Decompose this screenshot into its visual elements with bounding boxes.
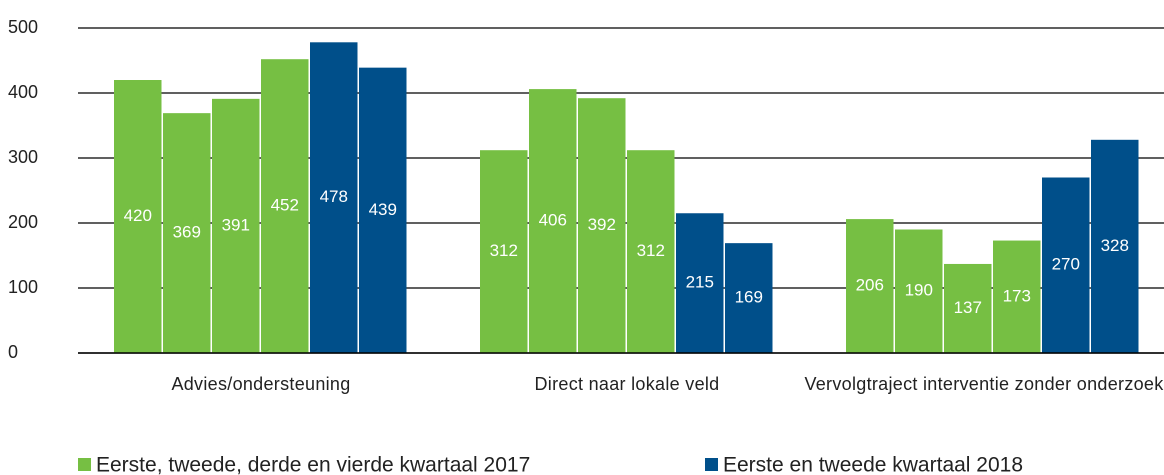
value-label: 391 xyxy=(222,215,250,234)
value-label: 137 xyxy=(954,298,982,317)
y-tick-label: 500 xyxy=(8,17,38,37)
value-label: 328 xyxy=(1101,236,1129,255)
bar xyxy=(676,213,724,353)
value-label: 312 xyxy=(637,241,665,260)
legend-label: Eerste en tweede kwartaal 2018 xyxy=(723,454,1023,475)
bar xyxy=(261,59,309,353)
value-label: 215 xyxy=(686,273,714,292)
legend-swatch xyxy=(705,458,718,471)
y-tick-label: 200 xyxy=(8,212,38,232)
bar xyxy=(578,98,626,353)
bar xyxy=(480,150,528,353)
value-label: 173 xyxy=(1003,286,1031,305)
bar xyxy=(895,229,943,353)
value-label: 452 xyxy=(271,196,299,215)
bar xyxy=(529,89,577,353)
y-tick-label: 0 xyxy=(8,342,18,362)
value-label: 478 xyxy=(320,187,348,206)
value-label: 369 xyxy=(173,223,201,242)
bar xyxy=(944,263,992,353)
value-label: 190 xyxy=(905,281,933,300)
legend-swatch xyxy=(78,458,91,471)
bar xyxy=(212,98,260,353)
y-tick-label: 300 xyxy=(8,147,38,167)
value-label: 439 xyxy=(369,200,397,219)
bar xyxy=(1042,177,1090,353)
value-label: 270 xyxy=(1052,255,1080,274)
x-tick-label: Direct naar lokale veld xyxy=(534,374,720,394)
value-label: 312 xyxy=(490,241,518,260)
value-label: 420 xyxy=(124,206,152,225)
bar xyxy=(163,113,211,354)
value-label: 406 xyxy=(539,211,567,230)
bar xyxy=(627,150,675,353)
value-label: 169 xyxy=(735,288,763,307)
bar xyxy=(846,219,894,353)
x-tick-label: Vervolgtraject interventie zonder onderz… xyxy=(804,374,1164,394)
bar xyxy=(359,67,407,354)
bar xyxy=(114,80,162,353)
bar xyxy=(310,42,358,354)
bar xyxy=(1091,139,1139,353)
legend-label: Eerste, tweede, derde en vierde kwartaal… xyxy=(96,454,530,475)
value-label: 392 xyxy=(588,215,616,234)
bar xyxy=(993,240,1041,353)
bar xyxy=(725,243,773,353)
value-label: 206 xyxy=(856,276,884,295)
y-tick-label: 400 xyxy=(8,82,38,102)
y-tick-label: 100 xyxy=(8,277,38,297)
x-tick-label: Advies/ondersteuning xyxy=(171,374,351,394)
